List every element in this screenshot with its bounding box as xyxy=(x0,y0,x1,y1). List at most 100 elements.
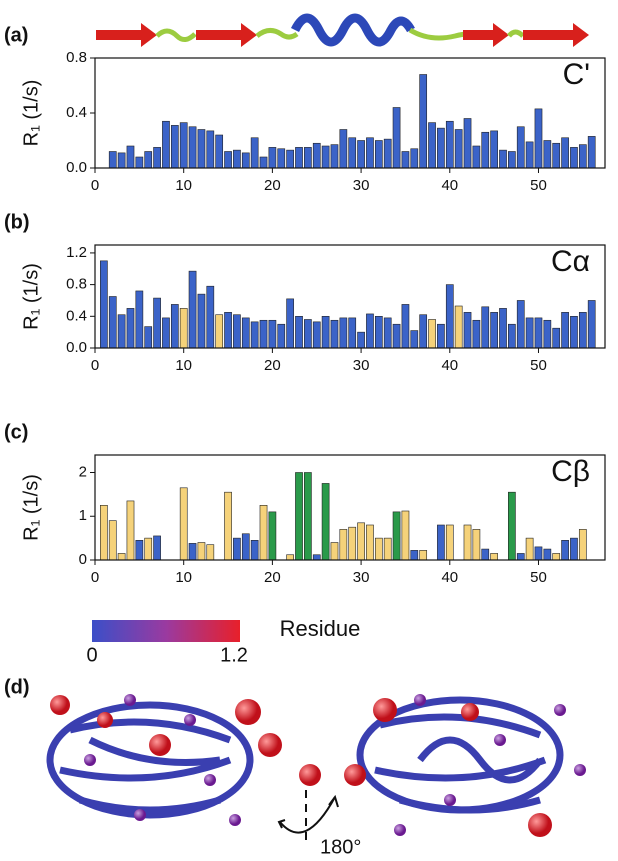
bar xyxy=(357,140,365,169)
bar xyxy=(366,137,374,169)
bar xyxy=(135,156,144,169)
bar xyxy=(392,323,401,349)
bar xyxy=(463,524,472,561)
bar xyxy=(170,304,179,349)
bar xyxy=(366,313,374,349)
bar xyxy=(286,554,294,561)
bar xyxy=(117,314,126,349)
bar xyxy=(224,491,232,561)
bar xyxy=(162,120,170,169)
bar xyxy=(463,312,472,349)
bar xyxy=(401,510,410,561)
bar xyxy=(445,524,454,561)
colorbar-min: 0 xyxy=(86,644,97,666)
bar xyxy=(437,323,445,349)
bar xyxy=(108,296,117,349)
bar xyxy=(454,305,463,349)
x-tick-label: 0 xyxy=(91,357,99,374)
bar xyxy=(339,129,348,169)
rotation-label: 180° xyxy=(320,836,361,858)
bar xyxy=(552,327,561,349)
bar xyxy=(437,524,445,561)
bar xyxy=(481,548,490,561)
bar xyxy=(108,151,117,169)
bar xyxy=(437,127,445,169)
bar xyxy=(445,284,454,349)
bar xyxy=(419,74,428,169)
protein-left xyxy=(46,701,254,819)
bar xyxy=(153,297,161,349)
bar xyxy=(481,306,490,349)
bar xyxy=(490,130,498,169)
bar xyxy=(188,543,197,561)
bar xyxy=(508,323,516,349)
bar xyxy=(401,151,410,169)
bar xyxy=(312,142,321,169)
bar xyxy=(126,308,135,349)
bar xyxy=(516,553,525,561)
panel-label: (c) xyxy=(4,421,28,443)
bar xyxy=(428,122,436,169)
bar xyxy=(268,147,277,169)
bar xyxy=(357,522,365,561)
bar xyxy=(552,553,561,561)
colorbar xyxy=(92,620,240,642)
panel-label: (a) xyxy=(4,24,28,46)
bar xyxy=(126,500,135,561)
bar xyxy=(481,131,490,169)
bar xyxy=(525,317,534,349)
bar xyxy=(241,533,250,561)
bar xyxy=(534,108,543,169)
x-tick-label: 0 xyxy=(91,177,99,194)
bar xyxy=(401,304,410,349)
x-tick-label: 20 xyxy=(264,177,281,194)
bar xyxy=(587,300,596,349)
bar xyxy=(383,537,392,561)
bar xyxy=(144,537,153,561)
bar xyxy=(366,524,374,561)
plot-frame xyxy=(94,244,606,349)
y-tick-label: 0.0 xyxy=(66,339,87,356)
bar xyxy=(339,529,348,561)
bar xyxy=(419,314,428,349)
bar xyxy=(570,147,578,169)
bar xyxy=(117,152,126,169)
bar xyxy=(348,137,357,169)
bar xyxy=(534,546,543,561)
bar xyxy=(277,148,286,169)
bar xyxy=(561,137,569,169)
bar xyxy=(419,550,428,561)
x-tick-label: 20 xyxy=(264,357,281,374)
x-tick-label: 30 xyxy=(353,569,370,586)
bar xyxy=(525,141,534,169)
bar xyxy=(543,140,552,169)
bar xyxy=(153,535,161,561)
y-tick-label: 2 xyxy=(79,463,87,480)
bar xyxy=(100,505,108,561)
x-tick-label: 40 xyxy=(441,177,458,194)
bar xyxy=(135,540,144,561)
bar xyxy=(304,319,312,349)
y-tick-label: 0.0 xyxy=(66,159,87,176)
bar xyxy=(578,529,587,561)
bar xyxy=(428,319,436,349)
bar xyxy=(250,540,259,561)
bar xyxy=(295,472,303,561)
bar xyxy=(463,118,472,169)
y-tick-label: 0.8 xyxy=(66,276,87,293)
bar xyxy=(339,317,348,349)
y-axis-label: R₁ (1/s) xyxy=(20,80,42,147)
bar xyxy=(348,526,357,561)
bar xyxy=(374,537,383,561)
x-tick-label: 40 xyxy=(441,357,458,374)
bar xyxy=(108,520,117,561)
bar xyxy=(268,511,277,561)
bar xyxy=(543,319,552,349)
bar xyxy=(578,312,587,349)
bar xyxy=(295,147,303,169)
bar xyxy=(578,144,587,169)
bar xyxy=(100,260,108,349)
protein-right xyxy=(356,696,564,814)
bar xyxy=(445,120,454,169)
bar xyxy=(259,319,268,349)
